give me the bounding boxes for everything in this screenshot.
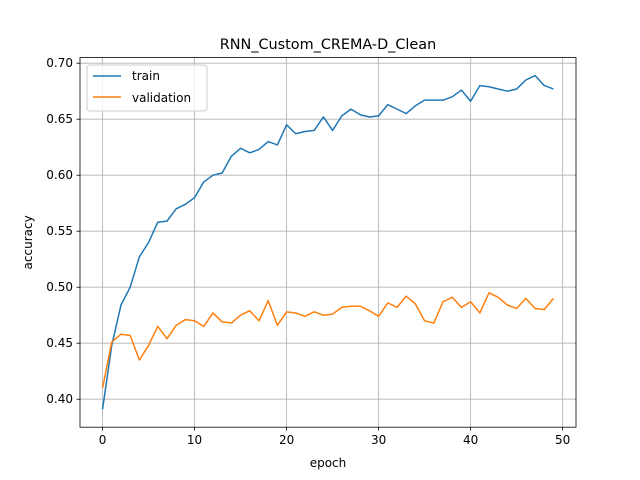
- x-tick-label: 0: [99, 433, 107, 447]
- x-tick-label: 30: [371, 433, 386, 447]
- y-tick-label: 0.70: [46, 56, 73, 70]
- y-tick-label: 0.60: [46, 168, 73, 182]
- series-layer: [101, 74, 555, 410]
- legend-label-train: train: [132, 69, 160, 83]
- y-tick-label: 0.45: [46, 336, 73, 350]
- chart-title: RNN_Custom_CREMA-D_Clean: [220, 37, 436, 53]
- y-axis-label: accuracy: [21, 215, 35, 269]
- x-axis-label: epoch: [310, 456, 347, 470]
- plot-frame: [79, 57, 577, 428]
- y-tick-label: 0.50: [46, 280, 73, 294]
- x-tick-label: 10: [187, 433, 202, 447]
- x-tick-label: 40: [463, 433, 478, 447]
- y-tick-label: 0.55: [46, 224, 73, 238]
- series-line-train: [101, 74, 554, 410]
- grid: [80, 57, 576, 428]
- x-tick-label: 20: [279, 433, 294, 447]
- legend: train validation: [86, 64, 208, 112]
- y-tick-label: 0.40: [46, 392, 73, 406]
- x-tick-label: 50: [555, 433, 570, 447]
- series-line-validation: [101, 292, 555, 389]
- legend-label-validation: validation: [132, 91, 191, 105]
- x-axis-ticks: 0 10 20 30 40 50: [99, 427, 570, 447]
- y-axis-ticks: 0.40 0.45 0.50 0.55 0.60 0.65 0.70: [46, 56, 80, 406]
- y-tick-label: 0.65: [46, 112, 73, 126]
